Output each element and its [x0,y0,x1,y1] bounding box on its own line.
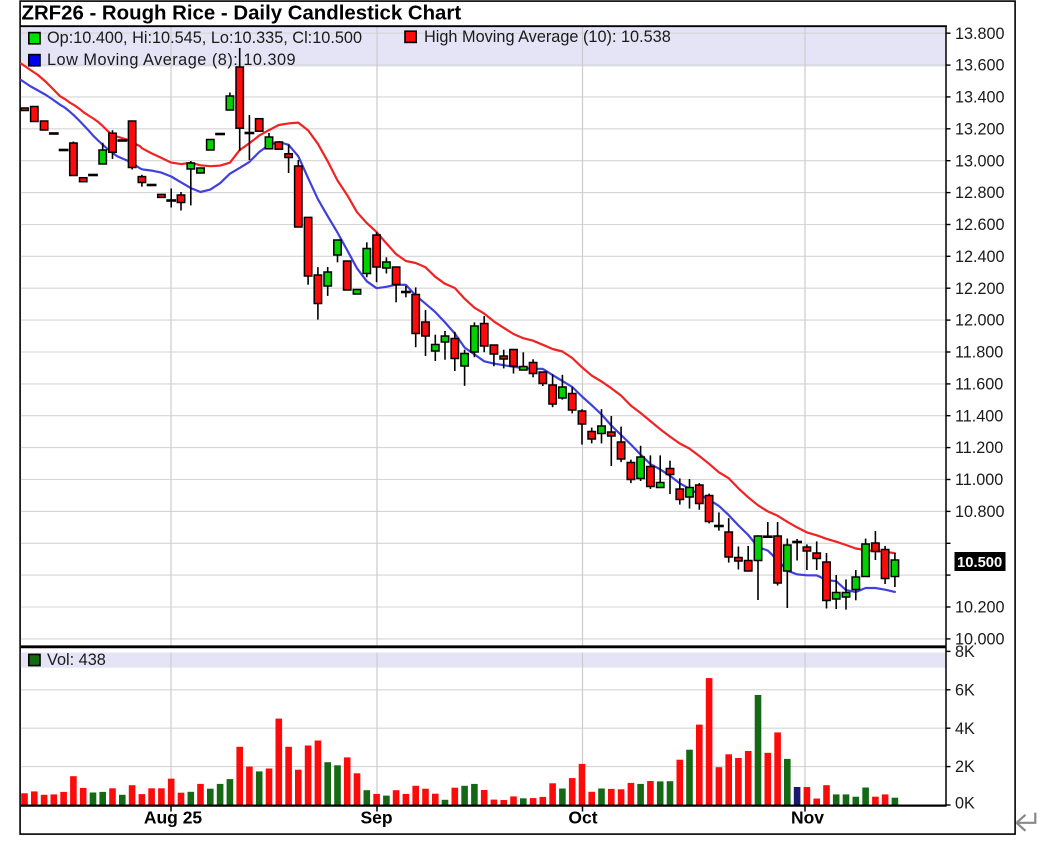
svg-text:10.800: 10.800 [955,503,1005,521]
svg-text:13.600: 13.600 [955,57,1005,75]
svg-text:12.400: 12.400 [955,248,1005,266]
svg-text:10.200: 10.200 [955,599,1005,617]
svg-text:12.200: 12.200 [955,280,1005,298]
svg-text:High Moving Average (10): 10.5: High Moving Average (10): 10.538 [424,28,671,46]
svg-text:2K: 2K [955,758,975,776]
svg-text:12.800: 12.800 [955,184,1005,202]
svg-text:11.400: 11.400 [955,407,1003,425]
svg-text:12.600: 12.600 [955,216,1005,234]
svg-text:6K: 6K [955,681,975,699]
svg-text:13.800: 13.800 [955,25,1005,43]
svg-text:10.500: 10.500 [957,555,1002,571]
svg-text:Sep: Sep [360,808,392,828]
svg-text:Oct: Oct [568,808,597,828]
svg-text:Aug 25: Aug 25 [144,808,203,828]
svg-text:Vol: 438: Vol: 438 [47,651,106,669]
svg-text:8K: 8K [955,643,975,661]
svg-text:Op:10.400, Hi:10.545, Lo:10.33: Op:10.400, Hi:10.545, Lo:10.335, Cl:10.5… [47,29,362,47]
svg-text:12.000: 12.000 [955,312,1005,330]
svg-text:4K: 4K [955,720,975,738]
svg-text:10.000: 10.000 [955,631,1005,649]
svg-text:11.000: 11.000 [955,471,1003,489]
svg-text:11.200: 11.200 [955,439,1003,457]
svg-text:ZRF26 - Rough Rice - Daily Can: ZRF26 - Rough Rice - Daily Candlestick C… [22,3,462,25]
svg-text:11.600: 11.600 [955,376,1003,394]
svg-text:13.400: 13.400 [955,89,1005,107]
svg-text:13.000: 13.000 [955,152,1005,170]
svg-text:Nov: Nov [791,808,824,828]
svg-text:11.800: 11.800 [955,344,1003,362]
svg-text:13.200: 13.200 [955,120,1005,138]
svg-text:Low Moving Average (8): 10.309: Low Moving Average (8): 10.309 [47,51,296,69]
svg-text:0K: 0K [955,795,975,813]
